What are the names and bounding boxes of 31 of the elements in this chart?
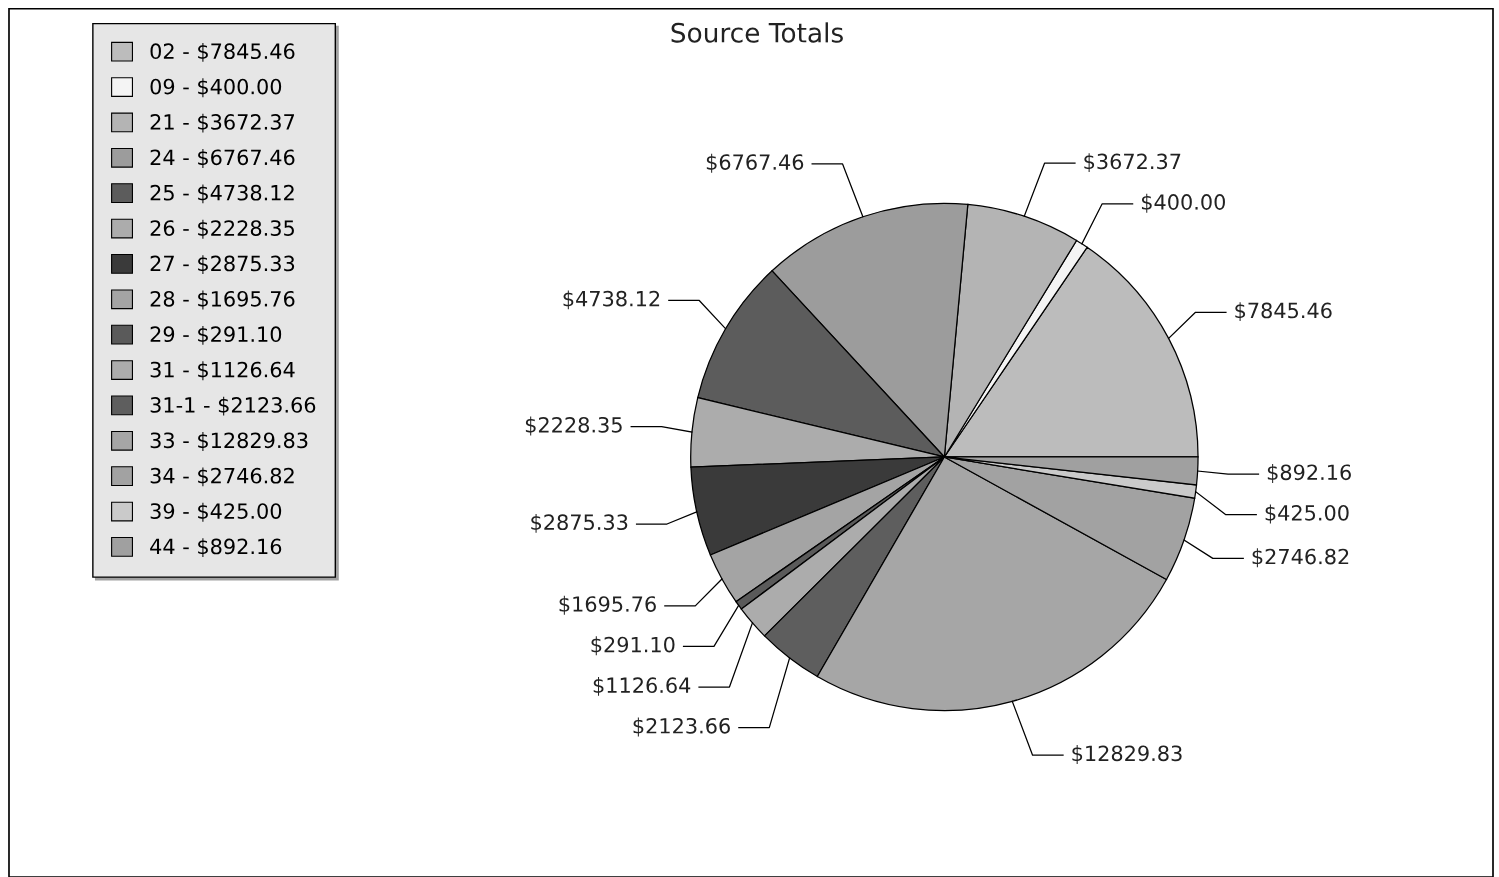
legend-label: 02 - $7845.46	[150, 42, 295, 62]
data-label: $7845.46	[1235, 302, 1332, 322]
legend-label: 26 - $2228.35	[150, 219, 294, 239]
legend-label: 25 - $4738.12	[150, 184, 294, 204]
data-label: $1695.76	[559, 595, 656, 615]
data-label: $1126.64	[593, 676, 691, 696]
data-label: $2123.66	[633, 717, 730, 737]
legend-label: 21 - $3672.37	[150, 113, 295, 133]
data-label: $2746.82	[1252, 548, 1349, 568]
legend-label: 39 - $425.00	[150, 502, 282, 522]
legend-label: 28 - $1695.76	[150, 290, 295, 310]
data-label: $12829.83	[1072, 745, 1182, 764]
data-label: $425.00	[1265, 504, 1349, 524]
data-label: $291.10	[591, 636, 675, 656]
data-label: $2228.35	[525, 416, 622, 436]
data-label: $6767.46	[706, 153, 804, 173]
legend-label: 09 - $400.00	[150, 78, 282, 98]
data-label: $2875.33	[531, 513, 628, 533]
data-label: $892.16	[1267, 464, 1351, 483]
legend-label: 33 - $12829.83	[150, 432, 308, 451]
legend-label: 44 - $892.16	[150, 538, 282, 558]
chart-title: Source Totals	[671, 22, 843, 43]
legend-label: 34 - $2746.82	[150, 467, 294, 487]
data-label: $400.00	[1141, 193, 1225, 213]
data-label: $3672.37	[1084, 153, 1181, 173]
legend-label: 24 - $6767.46	[150, 149, 295, 168]
legend-label: 27 - $2875.33	[150, 255, 295, 275]
legend-label: 29 - $291.10	[150, 325, 282, 345]
legend-label: 31 - $1126.64	[150, 361, 295, 381]
data-label: $4738.12	[563, 290, 660, 310]
legend-label: 31-1 - $2123.66	[150, 396, 316, 416]
